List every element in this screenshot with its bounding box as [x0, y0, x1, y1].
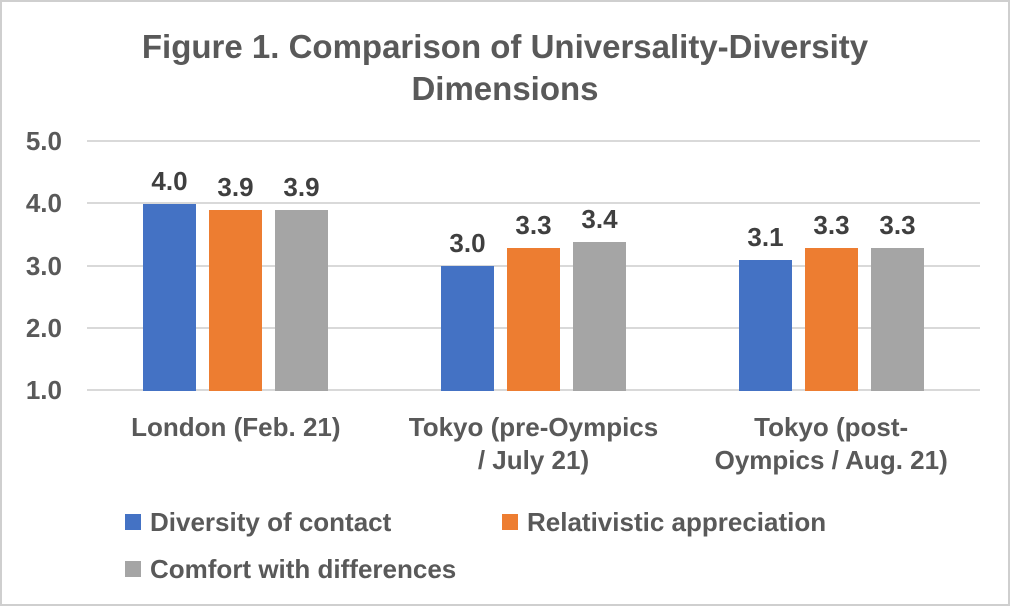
bar-value-label: 3.4: [581, 204, 618, 234]
chart-title-text: Figure 1. Comparison of Universality-Div…: [141, 28, 869, 107]
bar-diversity-of-contact: 3.0: [441, 228, 494, 391]
x-category-label-line: Oympics / Aug. 21): [714, 445, 948, 475]
legend-label: Comfort with differences: [150, 553, 457, 584]
bar-comfort-with-differences: 3.3: [871, 210, 924, 391]
bar-diversity-of-contact: 3.1: [739, 222, 792, 391]
bar-relativistic-appreciation: 3.3: [805, 210, 858, 391]
bar-comfort-with-differences: 3.9: [275, 172, 328, 391]
bar-diversity-of-contact: 4.0: [143, 166, 196, 391]
legend-color-swatch-icon: [502, 514, 518, 530]
legend: Diversity of contact Relativistic appreci…: [125, 505, 925, 586]
bar-group: 3.0 3.3 3.4: [441, 140, 626, 391]
legend-item: Relativistic appreciation: [502, 505, 879, 539]
bar-value-label: 3.3: [879, 210, 916, 240]
legend-label: Relativistic appreciation: [527, 506, 827, 537]
bar-group: 4.0 3.9 3.9: [143, 140, 328, 391]
y-axis-tick-label: 2.0: [25, 313, 62, 343]
y-axis-tick-label: 5.0: [25, 126, 62, 156]
bar-group: 3.1 3.3 3.3: [739, 140, 924, 391]
bar-value-label: 3.1: [747, 222, 784, 252]
x-category-label-line: / July 21): [477, 445, 590, 475]
bar-value-label: 3.3: [515, 210, 552, 240]
legend-color-swatch-icon: [125, 561, 141, 577]
y-axis-tick-label: 1.0: [25, 375, 62, 405]
legend-item: Diversity of contact: [125, 505, 502, 539]
x-category-label: Tokyo (pre-Oympics / July 21): [385, 411, 683, 477]
legend-color-swatch-icon: [125, 514, 141, 530]
bar-value-label: 4.0: [151, 166, 188, 196]
chart-title: Figure 1. Comparison of Universality-Div…: [2, 26, 1008, 110]
bar-value-label: 3.9: [217, 172, 254, 202]
bar-value-label: 3.9: [283, 172, 320, 202]
bar-value-label: 3.0: [449, 228, 486, 258]
bar-relativistic-appreciation: 3.3: [507, 210, 560, 391]
x-category-label-line: Tokyo (pre-Oympics: [408, 412, 659, 442]
x-category-label-line: Tokyo (post-: [754, 412, 909, 442]
gridline: [87, 202, 980, 204]
y-axis-tick-label: 4.0: [25, 188, 62, 218]
bar-relativistic-appreciation: 3.9: [209, 172, 262, 391]
bar-comfort-with-differences: 3.4: [573, 204, 626, 391]
y-axis-tick-label: 3.0: [25, 251, 62, 281]
x-category-label-line: London (Feb. 21): [131, 412, 341, 442]
x-category-label: London (Feb. 21): [87, 411, 385, 477]
bar-value-label: 3.3: [813, 210, 850, 240]
x-axis-category-labels: London (Feb. 21) Tokyo (pre-Oympics / July…: [87, 411, 980, 477]
legend-label: Diversity of contact: [150, 506, 392, 537]
legend-item: Comfort with differences: [125, 552, 502, 586]
plot-area: 5.0 4.0 3.0 2.0 1.0 4.0 3.9 3.9 3.0 3.3 3.4 3.1 3.3 3…: [26, 126, 980, 405]
gridline: [87, 140, 980, 142]
x-category-label: Tokyo (post- Oympics / Aug. 21): [682, 411, 980, 477]
